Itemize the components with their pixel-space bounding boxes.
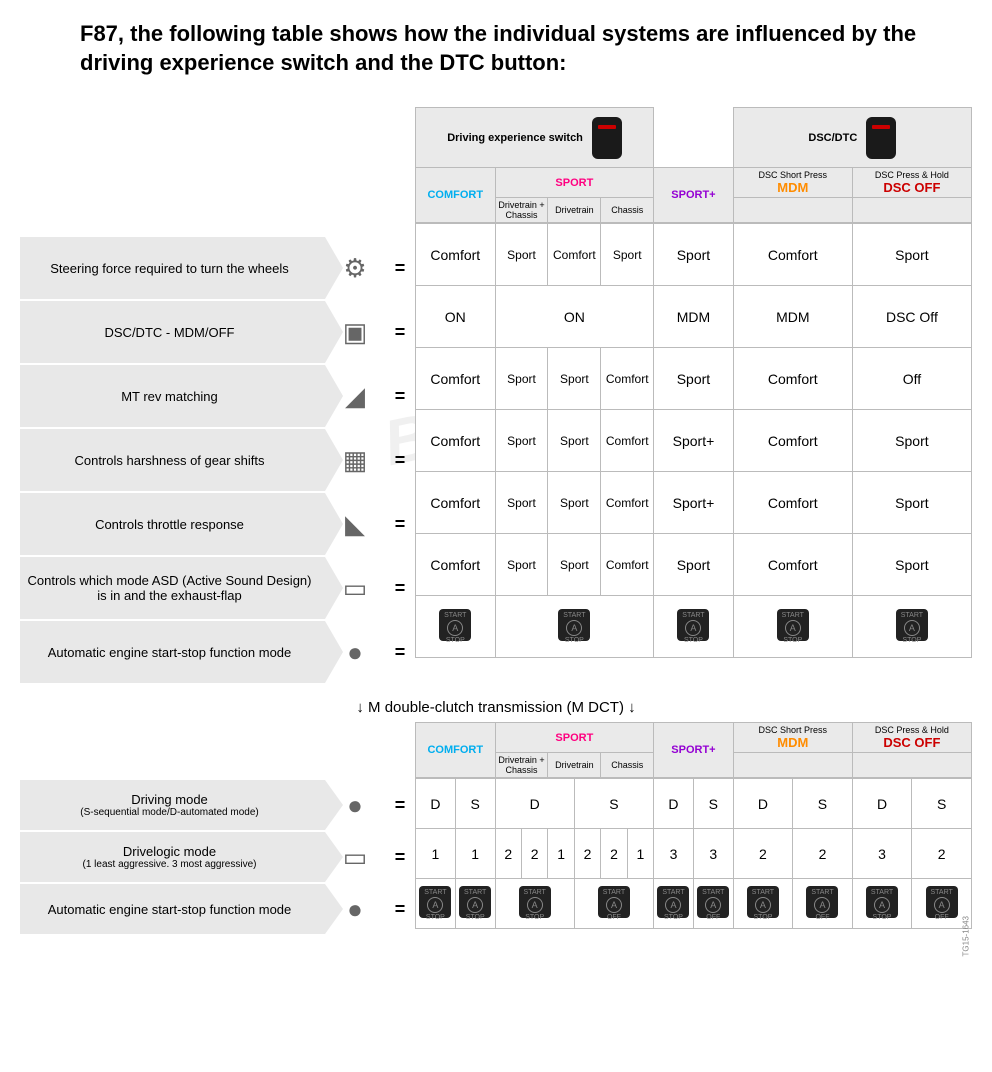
table-row: Comfort Sport Sport Comfort Sport Comfor… [416,534,972,596]
hdr-dsc-dtc: DSC/DTC [733,108,971,168]
page-title: F87, the following table shows how the i… [80,20,972,77]
drive-switch-icon [592,117,622,159]
row-label-drivelogic: Drivelogic mode(1 least aggressive. 3 mo… [20,832,415,882]
hdr-sportplus: SPORT+ [654,168,734,223]
table-row: Comfort Sport Sport Comfort Sport+ Comfo… [416,410,972,472]
row-label-steering: Steering force required to turn the whee… [20,237,415,299]
autostop-icon: STARTASTOP [459,886,491,918]
autostop-icon: STARTASTOP [419,886,451,918]
row-label-dsc: DSC/DTC - MDM/OFF ▣ = [20,301,415,363]
autostop-icon: STARTAOFF [806,886,838,918]
autostop-icon: STARTASTOP [677,609,709,641]
table-row: Comfort Sport Comfort Sport Sport Comfor… [416,224,972,286]
row-label-autostop: Automatic engine start-stop function mod… [20,621,415,683]
row-label-gear-shifts: Controls harshness of gear shifts ▦ = [20,429,415,491]
row-label-rev-matching: MT rev matching ◢ = [20,365,415,427]
hdr2-mdm: DSC Short PressMDM [733,723,852,753]
table-row: ON ON MDM MDM DSC Off [416,286,972,348]
table-row: DS D S DS DS DS [416,779,972,829]
row-label-asd: Controls which mode ASD (Active Sound De… [20,557,415,619]
hdr2-sport: SPORT [495,723,654,753]
hdr-comfort: COMFORT [416,168,496,223]
autostop-icon: STARTAOFF [926,886,958,918]
dsc-switch-icon [866,117,896,159]
header-table-top: Driving experience switch DSC/DTC COMFOR… [415,107,972,223]
data-table-bottom: DS D S DS DS DS 11 22 12 21 33 22 32 STA… [415,778,972,929]
top-section: Steering force required to turn the whee… [20,107,972,685]
autostop-icon: STARTAOFF [697,886,729,918]
hdr-sub-ch: Chassis [601,198,654,223]
hdr2-comfort: COMFORT [416,723,496,778]
table-row: Comfort Sport Sport Comfort Sport+ Comfo… [416,472,972,534]
hdr2-dscoff: DSC Press & HoldDSC OFF [852,723,971,753]
autostop-icon: STARTASTOP [558,609,590,641]
autostop-icon: STARTASTOP [519,886,551,918]
table-row: STARTASTOP STARTASTOP STARTASTOP STARTAS… [416,596,972,658]
hdr-drive-exp: Driving experience switch [416,108,654,168]
autostop-icon: STARTASTOP [777,609,809,641]
row-label-driving-mode: Driving mode(S-sequential mode/D-automat… [20,780,415,830]
hdr-mdm: DSC Short PressMDM [733,168,852,198]
header-table-bottom: COMFORT SPORT SPORT+ DSC Short PressMDM … [415,722,972,778]
row-label-throttle: Controls throttle response ◣ = [20,493,415,555]
autostop-icon: STARTASTOP [657,886,689,918]
autostop-icon: STARTASTOP [896,609,928,641]
section2-label: ↓ M double-clutch transmission (M DCT) ↓ [20,699,972,716]
reference-code: TG15-1643 [961,916,970,956]
table-row: Comfort Sport Sport Comfort Sport Comfor… [416,348,972,410]
autostop-icon: STARTASTOP [439,609,471,641]
table-row: 11 22 12 21 33 22 32 [416,829,972,879]
hdr-sub-dtch: Drivetrain + Chassis [495,198,548,223]
hdr-sport: SPORT [495,168,654,198]
row-label-autostop2: Automatic engine start-stop function mod… [20,884,415,934]
data-table-top: Comfort Sport Comfort Sport Sport Comfor… [415,223,972,658]
bottom-section: Driving mode(S-sequential mode/D-automat… [20,722,972,936]
hdr-sub-dt: Drivetrain [548,198,601,223]
autostop-icon: STARTASTOP [866,886,898,918]
hdr-dscoff: DSC Press & HoldDSC OFF [852,168,971,198]
autostop-icon: STARTAOFF [598,886,630,918]
hdr2-sportplus: SPORT+ [654,723,734,778]
autostop-icon: STARTASTOP [747,886,779,918]
table-row: STARTASTOP STARTASTOP STARTASTOP STARTAO… [416,879,972,929]
